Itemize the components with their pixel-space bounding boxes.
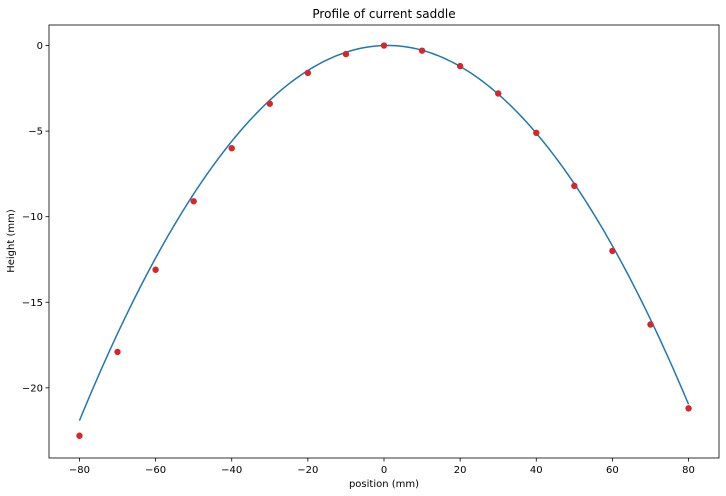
y-tick-label: −20 [22,383,43,394]
x-tick-label: −60 [145,465,166,476]
x-tick-label: 0 [381,465,387,476]
y-axis-label: Height (mm) [6,209,17,273]
x-tick-label: 40 [530,465,543,476]
data-point [647,321,654,328]
x-tick-label: −20 [297,465,318,476]
data-point [456,62,464,70]
x-tick-label: 80 [682,465,695,476]
data-point [114,348,121,356]
x-axis-label: position (mm) [349,479,419,490]
data-point [380,42,388,49]
data-point [228,145,235,152]
y-tick-label: −15 [22,298,43,309]
x-tick-label: 20 [454,465,467,476]
data-point [266,100,273,107]
x-tick-label: −80 [69,465,90,476]
chart-title: Profile of current saddle [312,7,455,21]
y-tick-label: −10 [22,212,43,223]
data-point [609,247,616,255]
y-tick-label: 0 [37,41,43,52]
data-point [418,47,426,54]
data-point [533,129,540,137]
axis-ticks: −80 −60 −40 −20 0 20 40 60 80 0 −5 −10 −15 −20 [22,41,695,476]
data-point [685,405,692,412]
data-point [190,198,197,205]
data-point [304,69,312,77]
data-point [495,90,502,97]
data-point [152,266,159,273]
data-point [342,50,350,58]
plot-area [76,42,692,439]
x-tick-label: −40 [221,465,242,476]
data-point [76,432,83,439]
y-tick-label: −5 [28,127,43,138]
x-tick-label: 60 [606,465,619,476]
data-point [571,182,578,190]
